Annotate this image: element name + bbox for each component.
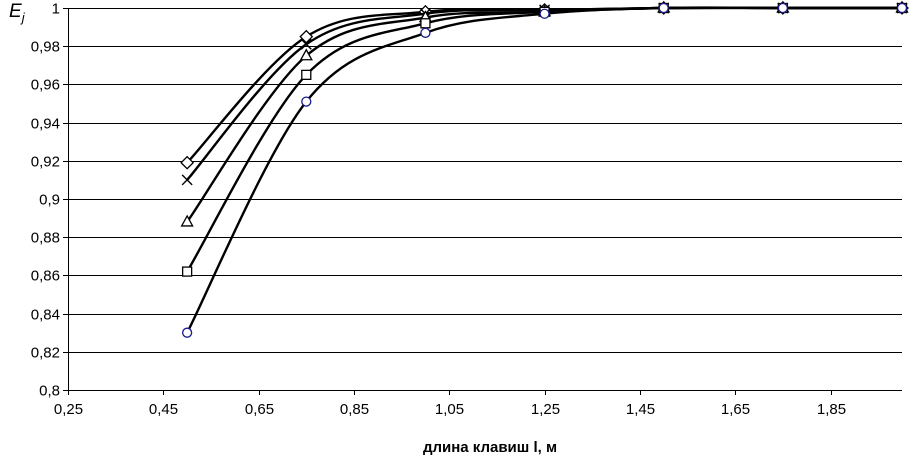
series-group	[180, 0, 909, 338]
series-line	[186, 6, 902, 181]
data-point-circle	[420, 27, 431, 38]
grid-lines	[68, 8, 902, 391]
x-tick-label: 1,85	[817, 401, 846, 418]
x-tick-label: 1,65	[721, 401, 750, 418]
series-line	[186, 6, 902, 334]
y-tick-label: 0,8	[39, 383, 60, 400]
series-line	[186, 6, 902, 223]
x-tick-label: 0,25	[54, 401, 83, 418]
y-tick-label: 0,98	[31, 39, 60, 56]
y-tick-label: 0,92	[31, 154, 60, 171]
x-tick-label: 1,45	[626, 401, 655, 418]
data-point-cross	[300, 38, 312, 50]
y-axis-label-sub: j	[20, 10, 26, 25]
axes	[63, 8, 902, 395]
data-point-diamond	[299, 29, 314, 44]
x-tick-label: 1,25	[531, 401, 560, 418]
data-point-square	[420, 18, 431, 29]
x-tick-labels: 0,25 0,45 0,65 0,85 1,05 1,25 1,45 1,65 1,85	[54, 401, 846, 418]
series-triangle	[180, 0, 909, 227]
y-tick-label: 0,84	[31, 307, 60, 324]
data-point-circle	[539, 8, 550, 19]
y-tick-label: 0,96	[31, 77, 60, 94]
x-tick-label: 0,45	[149, 401, 178, 418]
data-point-square	[301, 69, 312, 80]
x-tick-label: 0,85	[340, 401, 369, 418]
data-point-cross	[181, 174, 193, 186]
y-tick-label: 0,94	[31, 116, 60, 133]
y-tick-label: 0,86	[31, 268, 60, 285]
data-point-circle	[658, 2, 669, 14]
series-square	[181, 2, 908, 277]
series-circle	[181, 2, 908, 338]
y-tick-label: 0,88	[31, 230, 60, 247]
data-point-circle	[181, 327, 193, 338]
data-point-circle	[896, 2, 908, 14]
y-axis-label-main: E	[9, 1, 22, 22]
y-tick-label: 0,82	[31, 345, 60, 362]
data-point-triangle	[299, 48, 313, 61]
data-point-square	[181, 266, 193, 277]
series-diamond	[180, 1, 909, 170]
x-axis-label: длина клавиш l, м	[423, 439, 557, 456]
series-line	[186, 6, 902, 273]
data-point-triangle	[180, 214, 194, 227]
x-tick-label: 0,65	[245, 401, 274, 418]
x-tick-label: 1,05	[435, 401, 464, 418]
y-tick-label: 0,9	[39, 192, 60, 209]
data-point-diamond	[180, 155, 195, 170]
y-tick-labels: 0,8 0,82 0,84 0,86 0,88 0,9 0,92 0,94 0,96 0,98 1	[31, 1, 60, 400]
series-line	[186, 6, 902, 164]
data-point-circle	[777, 2, 789, 14]
y-tick-label: 1	[52, 1, 60, 18]
data-point-circle	[301, 96, 312, 107]
y-axis-label: Ej	[9, 1, 26, 25]
